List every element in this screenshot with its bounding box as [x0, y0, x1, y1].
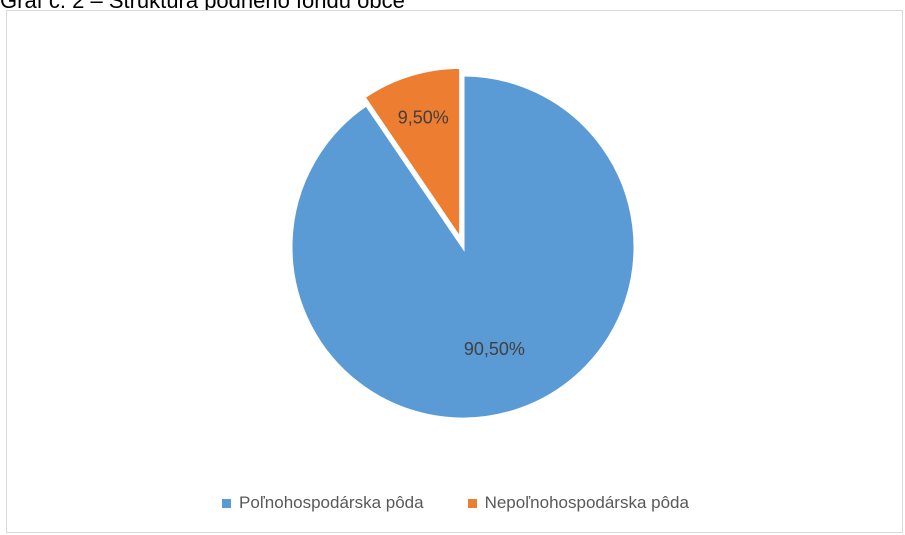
- page-title: Graf č. 2 – Štruktúra pôdneho fondu obce: [0, 0, 405, 13]
- pie-slice-1: [289, 73, 637, 421]
- slice-data-label-1: 90,50%: [464, 339, 525, 359]
- legend-swatch: [467, 498, 477, 508]
- legend-label: Poľnohospodárska pôda: [239, 493, 424, 512]
- pie-slice-2: [361, 65, 463, 245]
- legend-swatch: [222, 498, 232, 508]
- pie-chart: 90,50% 9,50%: [289, 65, 637, 421]
- chart-legend: Poľnohospodárska pôda Nepoľnohospodárska …: [7, 493, 904, 513]
- legend-item-1: Poľnohospodárska pôda: [222, 493, 424, 513]
- legend-item-2: Nepoľnohospodárska pôda: [467, 493, 689, 513]
- slice-data-label-2: 9,50%: [398, 108, 449, 128]
- legend-label: Nepoľnohospodárska pôda: [484, 493, 689, 512]
- chart-area: 90,50% 9,50% Poľnohospodárska pôda Nepoľno…: [6, 10, 903, 533]
